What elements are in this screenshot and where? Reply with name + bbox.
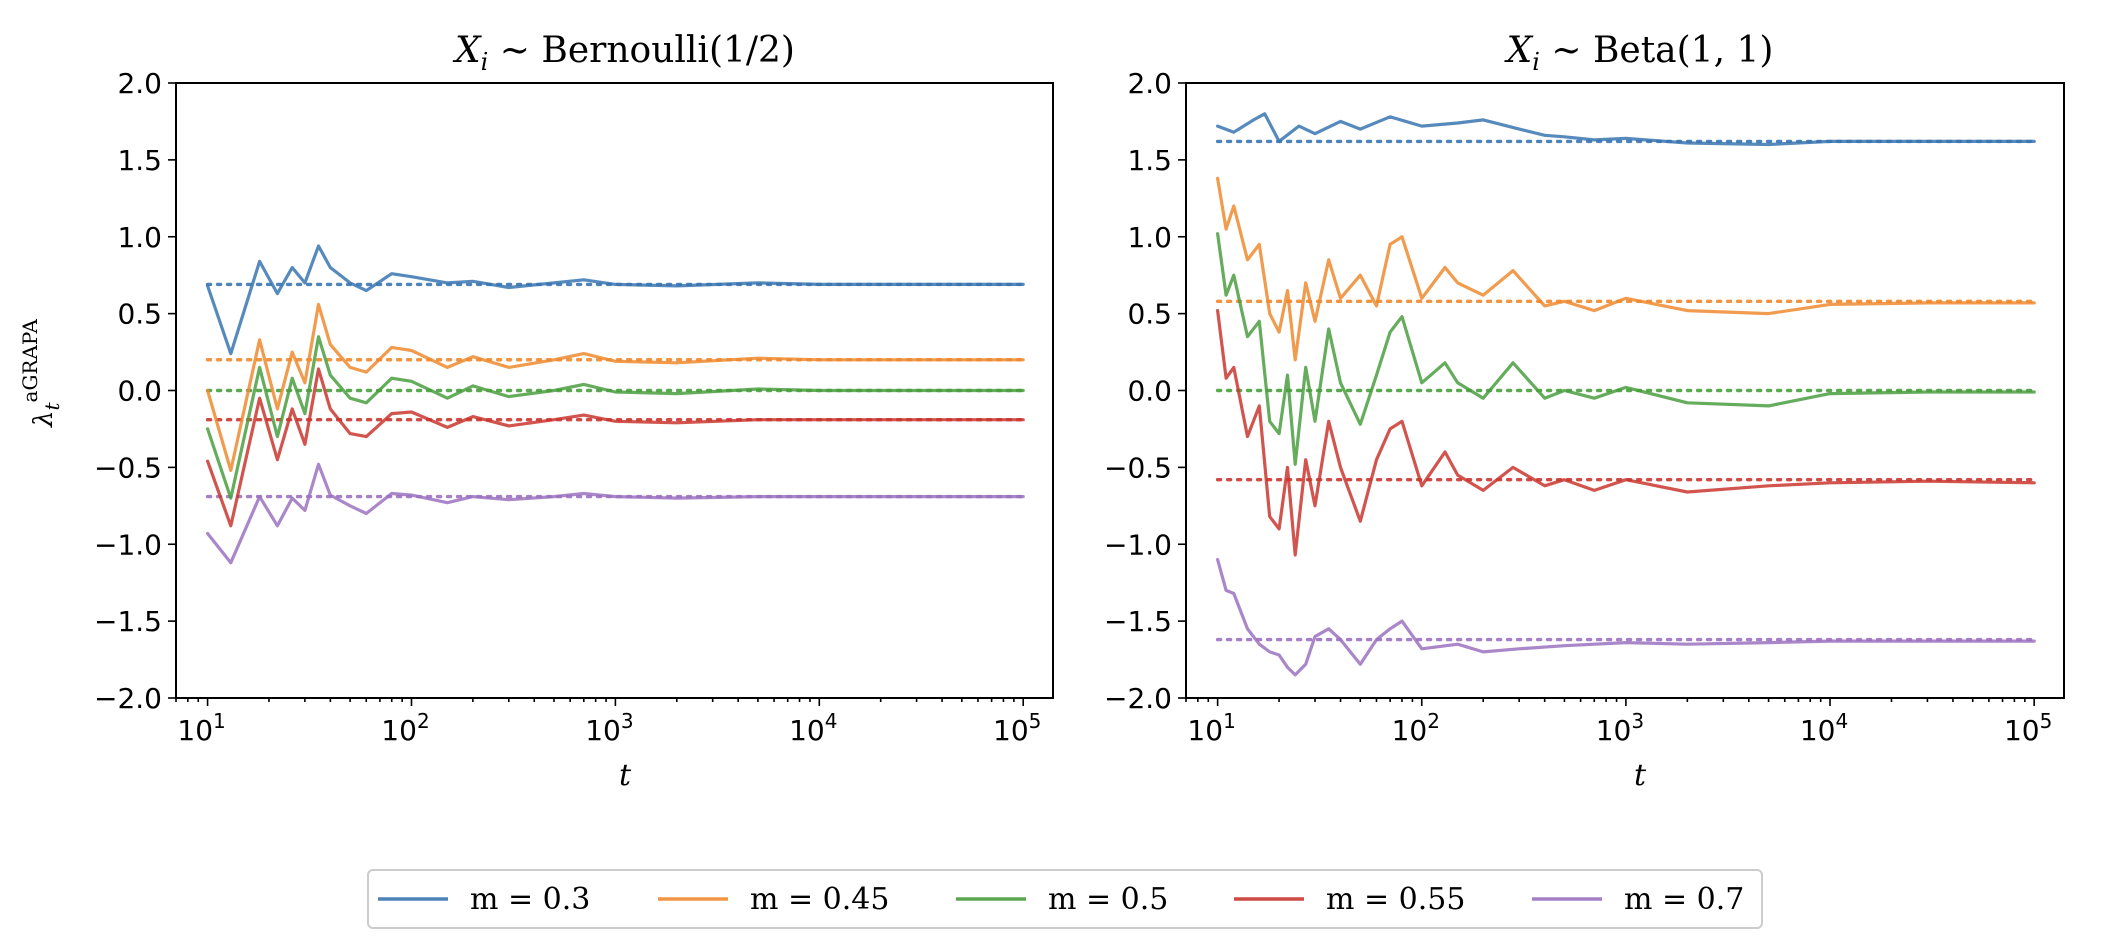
y-tick-label: −2.0: [94, 682, 162, 715]
series-line-0: [1216, 112, 2036, 147]
x-tick-label: 104: [1800, 709, 1848, 747]
y-tick-label: −0.5: [1104, 451, 1172, 484]
chart-panel-beta: Xi ~ Beta(1, 1) t 2.0 1.5 1.0 0.5 0.0 −0.5 −1.…: [1104, 30, 2065, 793]
legend-label-2: m = 0.5: [1048, 882, 1168, 917]
y-tick-label: −2.0: [1104, 682, 1172, 715]
y-tick-label: 1.5: [117, 144, 162, 177]
x-axis-label: t: [619, 758, 632, 793]
y-axis-label: λtaGRAPA: [18, 318, 64, 428]
x-tick-label: 104: [789, 709, 837, 747]
series-line-1: [1216, 176, 2036, 362]
x-tick-label: 102: [1392, 709, 1440, 747]
chart-panel-bernoulli: Xi ~ Bernoulli(1/2) t λtaGRAPA 2.0 1.5 1.0…: [18, 30, 1054, 793]
y-tick-label: −1.5: [94, 605, 162, 638]
x-axis-label: t: [1634, 758, 1647, 793]
y-tick-label: 1.0: [117, 221, 162, 254]
legend-label-1: m = 0.45: [750, 882, 889, 917]
y-tick-label: −1.5: [1104, 605, 1172, 638]
y-tick-label: −0.5: [94, 451, 162, 484]
y-tick-label: 0.0: [117, 375, 162, 408]
y-tick-label: 1.5: [1127, 144, 1172, 177]
y-tick-label: 0.0: [1127, 375, 1172, 408]
legend-label-4: m = 0.7: [1624, 882, 1744, 917]
chart-title: Xi ~ Beta(1, 1): [1504, 30, 1774, 76]
x-tick-label: 105: [993, 709, 1041, 747]
series-line-2: [1216, 232, 2036, 466]
legend-box: [367, 869, 1763, 929]
x-tick-label: 101: [177, 709, 225, 747]
x-tick-label: 105: [2004, 709, 2052, 747]
series-line-4: [1216, 558, 2036, 677]
chart-title: Xi ~ Bernoulli(1/2): [452, 30, 795, 76]
y-tick-label: 0.5: [117, 298, 162, 331]
y-tick-label: −1.0: [1104, 528, 1172, 561]
x-tick-label: 103: [1596, 709, 1644, 747]
legend-label-0: m = 0.3: [470, 882, 590, 917]
series-line-4: [206, 462, 1025, 565]
legend: m = 0.3 m = 0.45 m = 0.5 m = 0.55 m = 0.7: [367, 869, 1763, 929]
x-tick-label: 103: [585, 709, 633, 747]
y-tick-label: −1.0: [94, 528, 162, 561]
series-line-3: [206, 367, 1025, 528]
series-line-1: [206, 302, 1025, 472]
y-tick-label: 1.0: [1127, 221, 1172, 254]
series-line-3: [1216, 309, 2036, 557]
series-line-2: [206, 335, 1025, 500]
legend-label-3: m = 0.55: [1326, 882, 1465, 917]
y-tick-label: 0.5: [1127, 298, 1172, 331]
series-line-0: [206, 244, 1025, 356]
x-tick-label: 101: [1187, 709, 1235, 747]
y-tick-label: 2.0: [1127, 67, 1172, 100]
y-tick-label: 2.0: [117, 67, 162, 100]
x-tick-label: 102: [381, 709, 429, 747]
